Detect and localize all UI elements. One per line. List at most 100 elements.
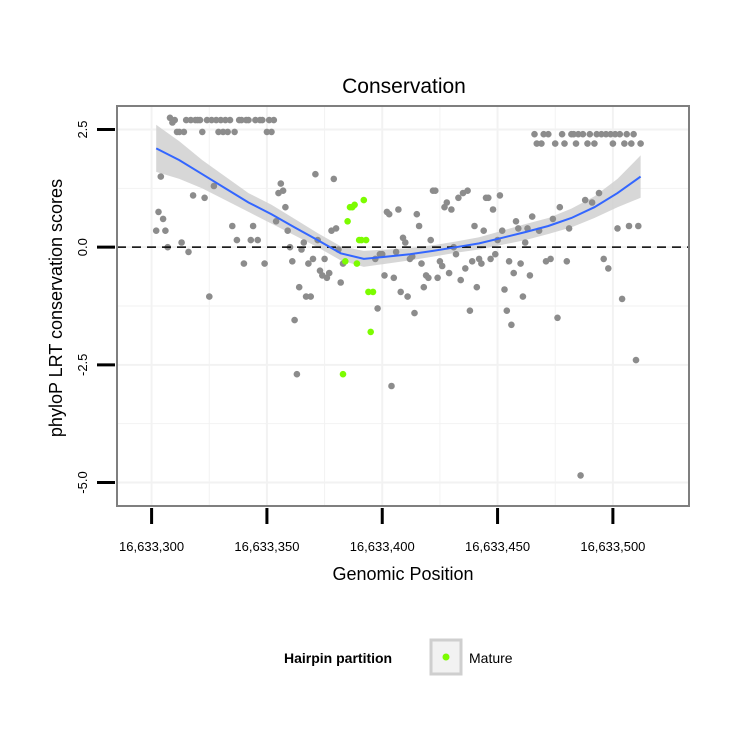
data-point-other — [325, 269, 333, 277]
data-point-other — [252, 116, 259, 124]
data-point-other — [443, 199, 451, 206]
data-point-other — [199, 128, 206, 136]
x-tick-label: 16,633,350 — [234, 539, 299, 554]
data-point-mature — [339, 370, 347, 378]
data-point-other — [284, 227, 292, 234]
data-point-other — [618, 295, 626, 303]
data-point-other — [231, 128, 238, 136]
data-point-other — [425, 274, 432, 282]
data-point-other — [277, 180, 285, 187]
data-point-other — [614, 225, 621, 232]
data-point-other — [254, 236, 261, 244]
x-tick-label: 16,633,400 — [350, 539, 415, 554]
data-point-other — [189, 192, 197, 199]
data-point-mature — [351, 201, 358, 209]
data-point-other — [388, 382, 395, 390]
data-point-other — [586, 130, 594, 138]
data-point-other — [390, 274, 398, 282]
data-point-other — [187, 116, 195, 124]
data-point-other — [591, 140, 598, 147]
x-tick-label: 16,633,500 — [580, 539, 645, 554]
data-point-other — [480, 227, 488, 234]
data-point-other — [561, 140, 568, 147]
data-point-other — [212, 116, 220, 124]
data-point-other — [593, 130, 600, 138]
data-point-other — [533, 140, 541, 147]
data-point-other — [628, 140, 635, 147]
panel-border — [116, 105, 690, 507]
data-point-other — [572, 140, 580, 147]
data-point-other — [540, 130, 547, 138]
data-point-other — [219, 128, 227, 136]
data-point-other — [607, 130, 614, 138]
legend-key-box — [429, 638, 463, 676]
data-point-other — [395, 206, 402, 213]
data-point-other — [411, 309, 418, 317]
data-point-other — [605, 265, 612, 272]
data-point-other — [521, 239, 529, 246]
data-point-other — [616, 130, 624, 138]
data-point-other — [611, 130, 619, 138]
data-point-other — [404, 293, 411, 300]
data-point-other — [240, 260, 248, 267]
data-point-other — [595, 189, 603, 197]
data-point-other — [487, 255, 494, 263]
data-point-other — [152, 227, 160, 234]
data-point-other — [462, 265, 469, 272]
data-point-other — [609, 140, 617, 147]
data-point-other — [279, 187, 287, 194]
data-point-other — [289, 258, 296, 265]
data-point-other — [570, 130, 577, 138]
data-point-other — [489, 206, 497, 213]
data-point-other — [385, 210, 393, 218]
data-point-other — [549, 215, 557, 223]
data-point-other — [293, 370, 301, 378]
data-point-mature — [367, 328, 375, 336]
data-point-other — [247, 236, 255, 244]
data-point-other — [508, 321, 515, 329]
data-point-mature — [362, 236, 370, 244]
data-point-other — [531, 130, 538, 138]
data-point-other — [312, 170, 319, 178]
data-point-other — [159, 215, 167, 223]
data-point-other — [182, 116, 190, 124]
data-point-other — [300, 239, 308, 246]
data-point-other — [309, 255, 317, 263]
data-point-other — [263, 128, 271, 136]
data-point-other — [563, 258, 571, 265]
data-point-other — [637, 140, 644, 147]
data-point-other — [222, 116, 229, 124]
x-tick-label: 16,633,450 — [465, 539, 530, 554]
y-tick-label: 0.0 — [75, 238, 90, 256]
data-point-other — [157, 173, 165, 180]
data-point-other — [501, 286, 508, 293]
data-point-other — [295, 283, 303, 291]
data-point-other — [438, 262, 446, 270]
data-point-other — [538, 140, 545, 147]
data-point-other — [374, 305, 381, 312]
data-point-other — [510, 269, 517, 277]
data-point-other — [226, 116, 234, 124]
data-point-other — [397, 288, 405, 296]
data-point-other — [471, 222, 478, 230]
data-point-other — [420, 283, 428, 291]
data-point-other — [588, 199, 596, 206]
data-point-other — [635, 222, 642, 230]
data-point-other — [208, 116, 215, 124]
data-point-other — [621, 140, 628, 147]
data-point-mature — [360, 196, 368, 204]
data-point-other — [602, 130, 610, 138]
data-point-mature — [369, 288, 377, 296]
data-point-other — [473, 283, 481, 291]
data-point-other — [515, 225, 522, 232]
data-point-other — [291, 316, 298, 324]
data-point-other — [415, 222, 423, 230]
data-point-other — [466, 307, 474, 315]
data-point-other — [448, 206, 455, 213]
data-point-other — [307, 293, 315, 300]
data-point-other — [171, 116, 178, 124]
y-tick-label: -2.5 — [75, 354, 90, 376]
data-point-other — [203, 116, 211, 124]
